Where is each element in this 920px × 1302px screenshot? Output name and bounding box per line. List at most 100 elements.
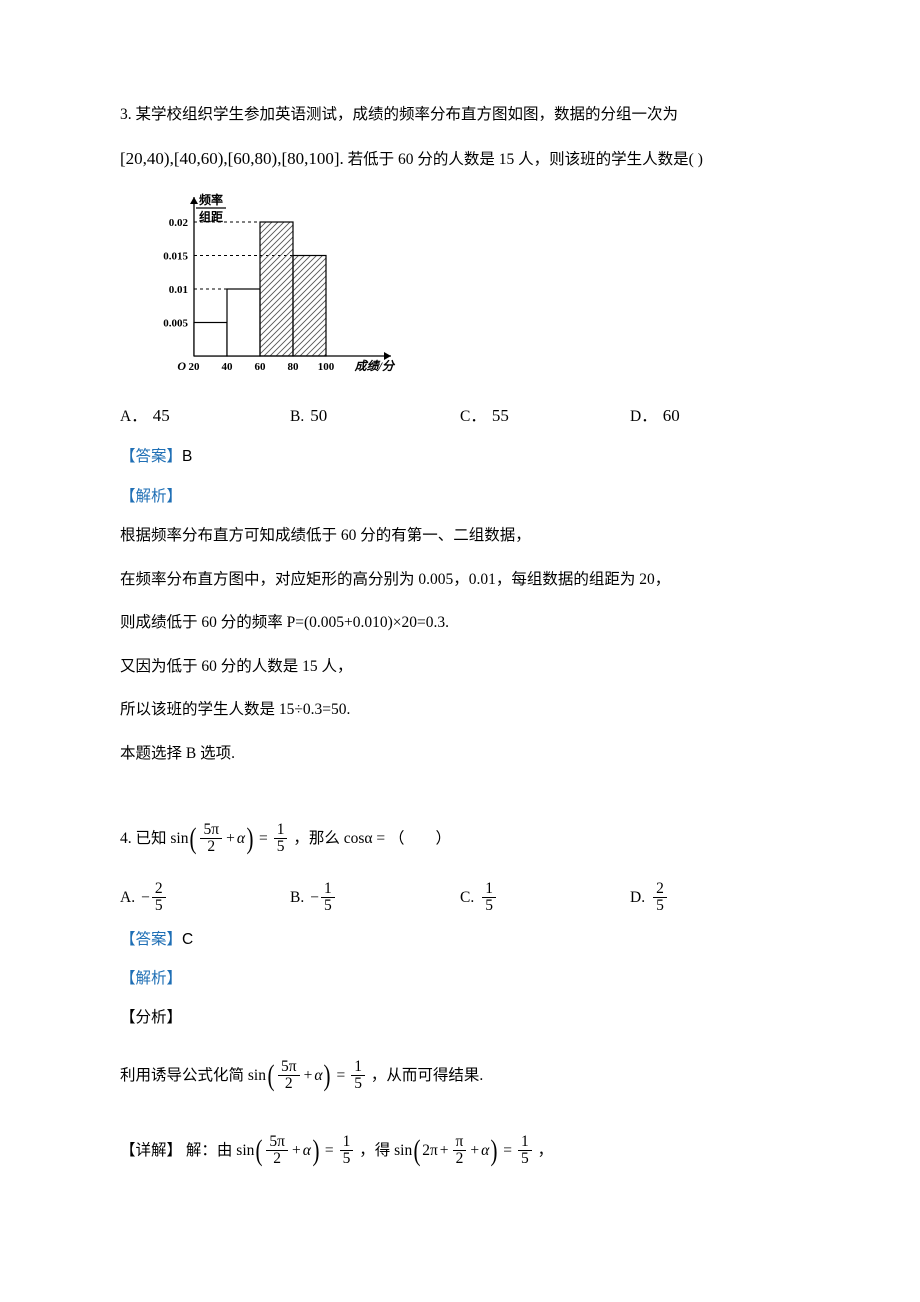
opt-letter: D．	[630, 402, 657, 431]
page-root: 3. 某学校组织学生参加英语测试，成绩的频率分布直方图如图，数据的分组一次为 […	[0, 0, 920, 1253]
q4-option-d: D. 2 5	[630, 881, 800, 915]
frac: 1 5	[351, 1059, 365, 1093]
rparen: )	[324, 1047, 331, 1104]
frac: 1 5	[321, 881, 335, 915]
q4-tail: （ ）	[389, 830, 451, 847]
den: 5	[321, 898, 335, 914]
histogram-svg: 频率组距0.0050.010.0150.0220406080100O成绩/分	[136, 190, 396, 380]
q3-option-b: B. 50	[290, 400, 460, 432]
opt-val: 1 5	[480, 881, 498, 915]
num: 1	[354, 1058, 362, 1075]
num: π	[456, 1133, 464, 1150]
rparen: )	[491, 1122, 498, 1179]
answer-label: 【答案】	[120, 931, 182, 948]
eq2: sin ( 2π + π 2 + α ) = 1 5	[394, 1122, 534, 1179]
plus: +	[292, 1136, 301, 1165]
q3-line-3: 又因为低于 60 分的人数是 15 人，	[120, 652, 800, 681]
eq: =	[259, 824, 268, 853]
q3-number: 3.	[120, 106, 132, 123]
lparen: (	[267, 1047, 274, 1104]
opt-letter: C．	[460, 402, 486, 431]
den: 5	[343, 1150, 351, 1167]
num: 1	[482, 881, 496, 898]
prefix: 利用诱导公式化简	[120, 1067, 244, 1084]
q3-intervals: [20,40),[40,60),[60,80),[80,100].	[120, 149, 344, 168]
svg-text:100: 100	[318, 361, 335, 373]
num: 5π	[281, 1058, 297, 1075]
opt-val: 45	[153, 400, 170, 432]
q3-options: A． 45 B. 50 C． 55 D． 60	[120, 400, 800, 432]
frac: 1 5	[518, 1134, 532, 1168]
answer-value: C	[182, 931, 193, 948]
answer-label: 【答案】	[120, 448, 182, 465]
lparen: (	[414, 1122, 421, 1179]
frac: 2 5	[653, 881, 667, 915]
sign: −	[310, 883, 319, 912]
eq: sin ( 5π 2 + α ) = 1 5	[248, 1047, 367, 1104]
plus: +	[226, 824, 235, 853]
opt-letter: B.	[290, 402, 304, 431]
plus: +	[304, 1061, 313, 1090]
q3-line-4: 所以该班的学生人数是 15÷0.3=50.	[120, 695, 800, 724]
detail-mid: ，得	[359, 1142, 390, 1159]
den: 2	[285, 1075, 293, 1092]
frac: 1 5	[482, 881, 496, 915]
answer-value: B	[182, 448, 192, 465]
q3-answer: 【答案】B	[120, 442, 800, 471]
q4-option-b: B. − 1 5	[290, 881, 460, 915]
num: 2	[152, 881, 166, 898]
frac: 2 5	[152, 881, 166, 915]
eq1: sin ( 5π 2 + α ) = 1 5	[236, 1122, 355, 1179]
eqs: =	[336, 1061, 345, 1090]
opt-letter: D.	[630, 883, 645, 912]
q4-option-a: A. − 2 5	[120, 881, 290, 915]
svg-text:40: 40	[222, 361, 234, 373]
den: 2	[273, 1150, 281, 1167]
opt-letter: C.	[460, 883, 474, 912]
eqs: =	[503, 1136, 512, 1165]
opt-letter: A．	[120, 402, 147, 431]
alpha: α	[481, 1136, 489, 1165]
q4-options: A. − 2 5 B. − 1 5 C. 1	[120, 881, 800, 915]
opt-val: − 1 5	[310, 881, 337, 915]
q4-prefix: 已知	[136, 830, 167, 847]
svg-text:成绩/分: 成绩/分	[354, 359, 396, 373]
q3-option-a: A． 45	[120, 400, 290, 432]
frac-5pi-2: 5π 2	[200, 822, 222, 856]
alpha: α	[237, 824, 245, 853]
frac: 5π 2	[266, 1134, 288, 1168]
plus: +	[470, 1136, 479, 1165]
svg-text:60: 60	[255, 361, 267, 373]
svg-text:O: O	[177, 359, 186, 373]
suffix: ，从而可得结果.	[371, 1067, 483, 1084]
detail-label: 【详解】	[120, 1142, 182, 1159]
svg-text:0.015: 0.015	[163, 250, 188, 262]
q4-detail: 【详解】 解：由 sin ( 5π 2 + α ) = 1 5 ，得 sin (…	[120, 1122, 800, 1179]
opt-val: 55	[492, 400, 509, 432]
q4-stem: 4. 已知 sin ( 5π 2 + α ) = 1 5 ，那么 cosα = …	[120, 810, 800, 867]
svg-text:0.02: 0.02	[169, 217, 189, 229]
q3-option-d: D． 60	[630, 400, 800, 432]
q3-tail: 若低于 60 分的人数是 15 人，则该班的学生人数是( )	[348, 151, 703, 168]
q4-number: 4.	[120, 830, 132, 847]
svg-text:频率: 频率	[199, 192, 223, 207]
sin: sin	[170, 824, 188, 853]
sin: sin	[236, 1136, 254, 1165]
q3-text1: 某学校组织学生参加英语测试，成绩的频率分布直方图如图，数据的分组一次为	[136, 106, 679, 123]
rparen: )	[312, 1122, 319, 1179]
q4-answer: 【答案】C	[120, 925, 800, 954]
den: 5	[277, 838, 285, 855]
comma: ，	[538, 1142, 554, 1159]
opt-val: 2 5	[651, 881, 669, 915]
q3-line-0: 根据频率分布直方可知成绩低于 60 分的有第一、二组数据，	[120, 521, 800, 550]
num: 1	[521, 1133, 529, 1150]
alpha: α	[314, 1061, 322, 1090]
num: 1	[343, 1133, 351, 1150]
svg-text:0.005: 0.005	[163, 317, 188, 329]
lparen: (	[256, 1122, 263, 1179]
q4-option-c: C. 1 5	[460, 881, 630, 915]
q3-line-1: 在频率分布直方图中，对应矩形的高分别为 0.005，0.01，每组数据的组距为 …	[120, 565, 800, 594]
den: 5	[521, 1150, 529, 1167]
q3-stem-line2: [20,40),[40,60),[60,80),[80,100]. 若低于 60…	[120, 143, 800, 175]
opt-letter: A.	[120, 883, 135, 912]
